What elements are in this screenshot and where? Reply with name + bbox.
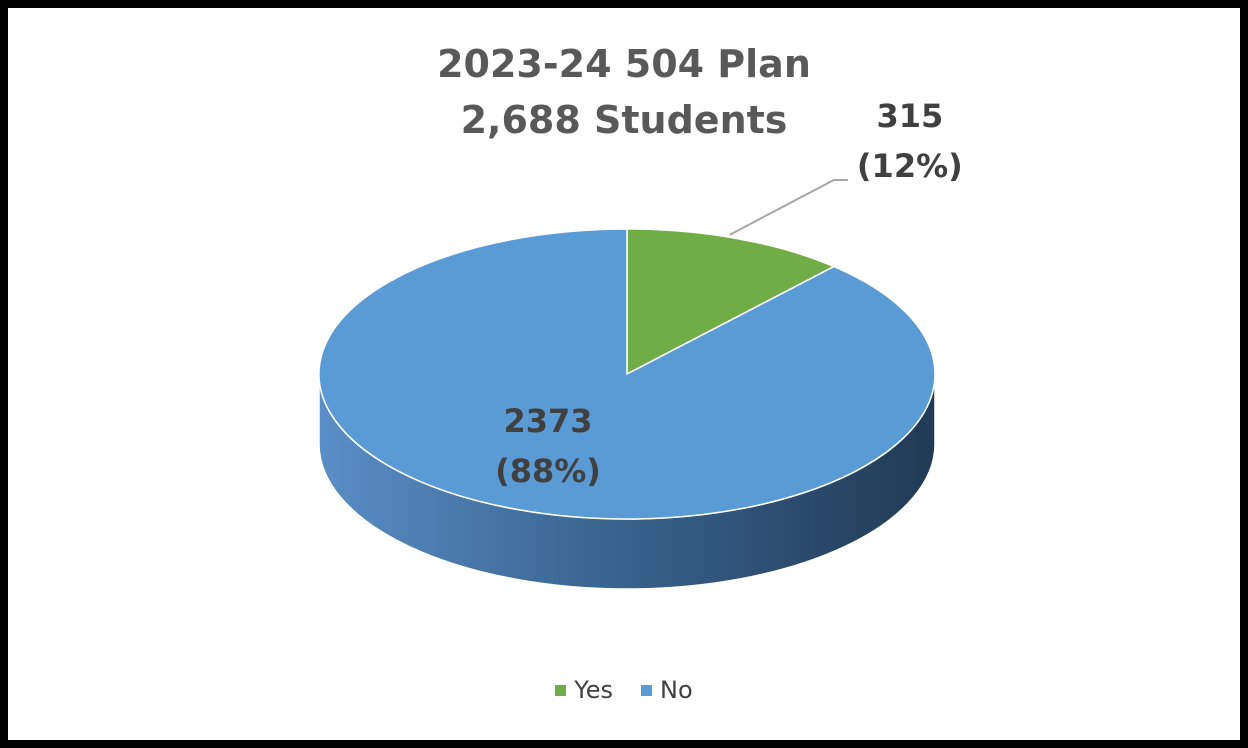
chart-title-line-2: 2,688 Students — [460, 98, 788, 142]
chart-title: 2023-24 504 Plan 2,688 Students — [0, 36, 1248, 148]
pie-slice-yes — [626, 228, 836, 376]
legend-swatch-yes — [555, 684, 567, 696]
legend-item-no: No — [641, 676, 693, 704]
legend-swatch-no — [641, 684, 653, 696]
data-label-no-percent: (88%) — [495, 452, 601, 490]
data-label-no-value: 2373 — [503, 402, 592, 440]
pie-slice-no — [318, 228, 936, 520]
legend-label-yes: Yes — [574, 676, 614, 704]
chart-title-line-1: 2023-24 504 Plan — [437, 42, 811, 86]
leader-line-yes — [729, 179, 848, 236]
chart-legend: Yes No — [0, 676, 1248, 704]
data-label-yes-percent: (12%) — [857, 147, 963, 185]
data-label-yes-value: 315 — [876, 97, 943, 135]
legend-item-yes: Yes — [555, 676, 613, 704]
legend-label-no: No — [660, 676, 693, 704]
